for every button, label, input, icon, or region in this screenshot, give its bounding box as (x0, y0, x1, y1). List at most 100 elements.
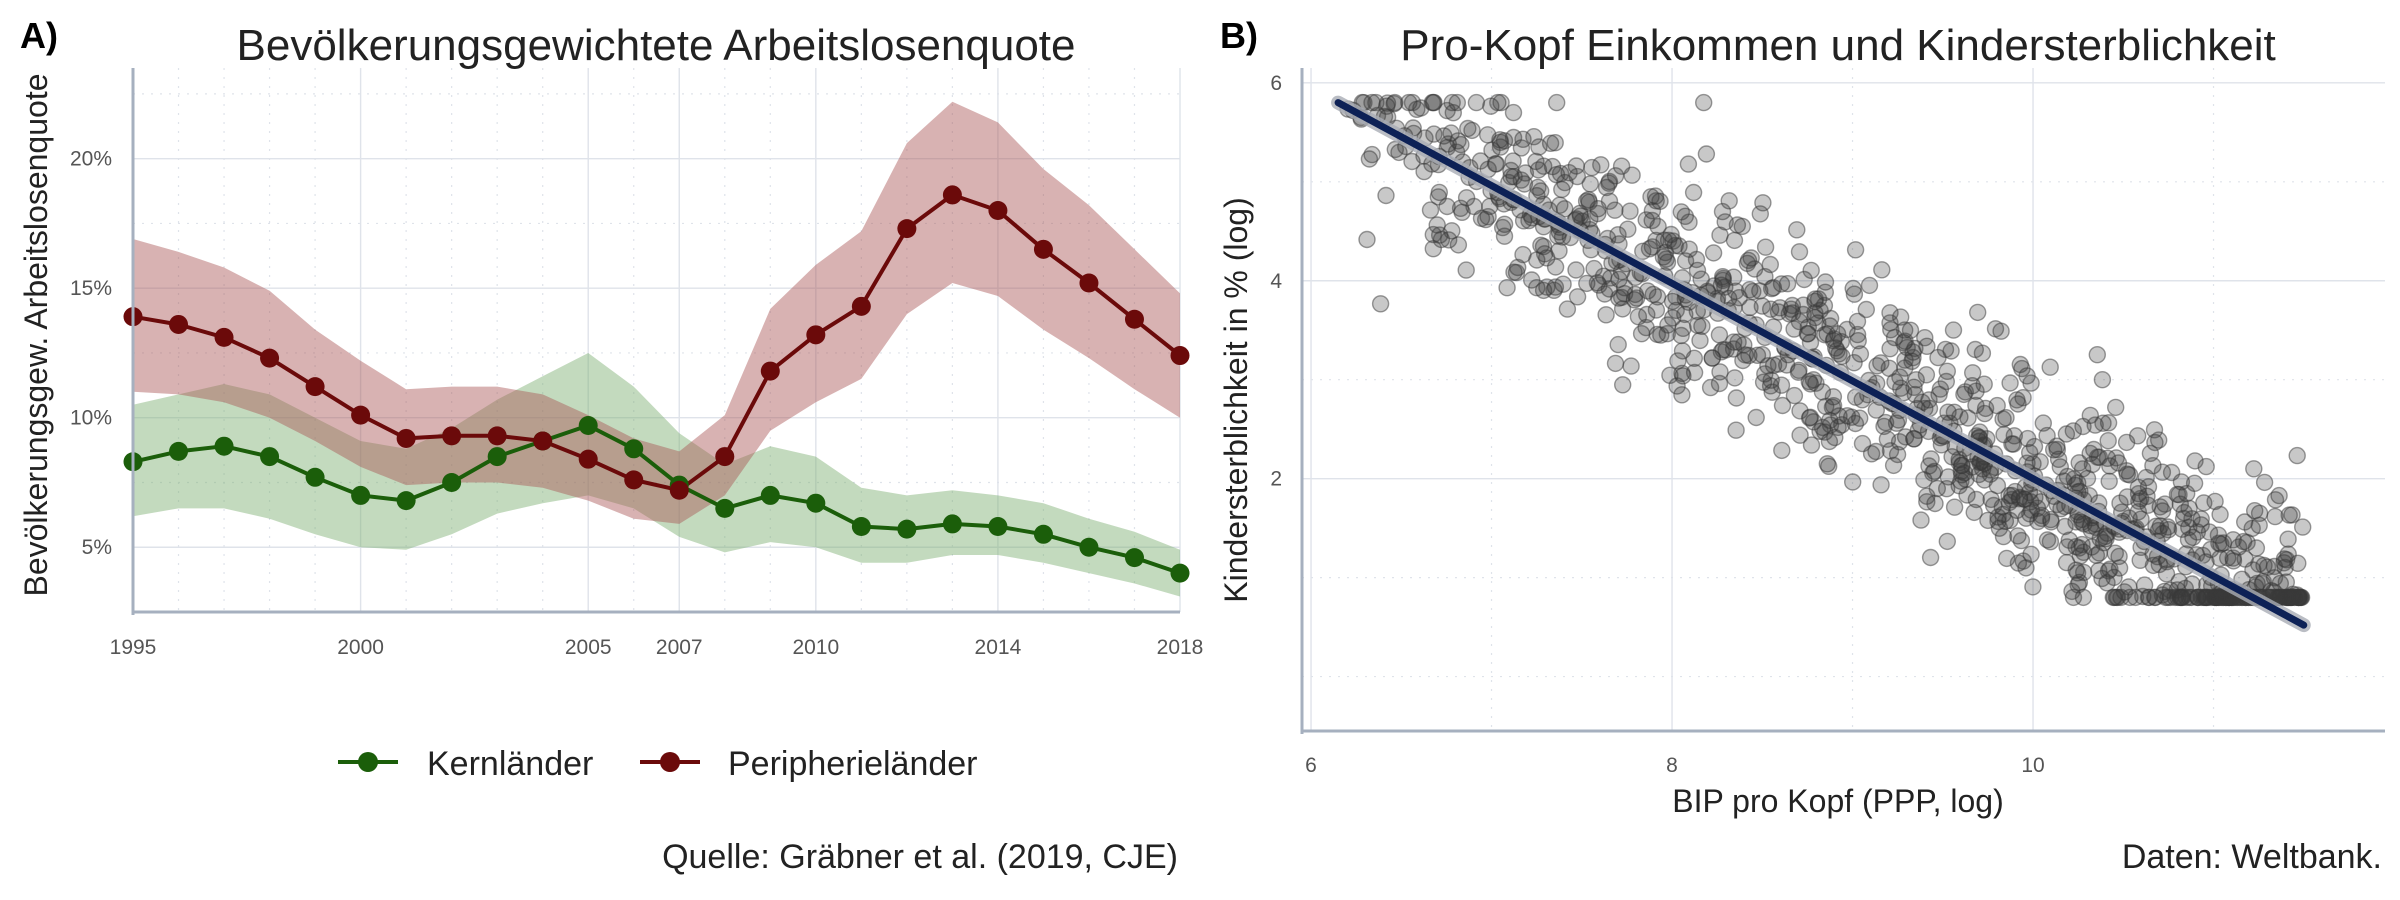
scatter-point (1816, 273, 1835, 291)
scatter-point (1968, 303, 1987, 322)
scatter-point (2245, 502, 2264, 520)
y-tick-label: 15% (70, 277, 112, 300)
periphery-data-point (533, 431, 553, 451)
scatter-point (1482, 97, 1500, 115)
scatter-point (1884, 456, 1903, 475)
core-data-point (305, 467, 325, 487)
scatter-point (2008, 391, 2026, 409)
scatter-point (1975, 375, 1993, 393)
scatter-point (2266, 507, 2284, 526)
scatter-point (2106, 398, 2125, 417)
scatter-point (1459, 119, 1477, 138)
scatter-point (2206, 492, 2224, 511)
scatter-point (1443, 93, 1461, 112)
core-data-point (897, 519, 917, 539)
legend-periphery-label: Peripherieländer (728, 745, 978, 783)
scatter-point (1819, 457, 1838, 475)
scatter-point (1525, 127, 1543, 146)
scatter-point (1898, 338, 1916, 357)
scatter-point (1764, 356, 1783, 374)
scatter-point (2243, 519, 2261, 538)
scatter-point (1984, 496, 2003, 515)
scatter-point (1585, 259, 1603, 278)
panel-a-legend: Kernländer Peripherieländer (338, 745, 978, 783)
scatter-point (1846, 241, 1865, 259)
scatter-point (2144, 457, 2162, 475)
periphery-data-point (1033, 239, 1053, 259)
scatter-point (1773, 441, 1791, 460)
scatter-point (1761, 255, 1780, 274)
scatter-point (1531, 182, 1550, 200)
periphery-data-point (1124, 309, 1144, 329)
scatter-point (2020, 444, 2039, 462)
periphery-data-point (760, 361, 780, 381)
scatter-point (1421, 201, 1440, 219)
scatter-point (2041, 358, 2059, 376)
scatter-point (1504, 103, 1523, 122)
scatter-point (1751, 282, 1769, 300)
scatter-point (1994, 527, 2013, 546)
scatter-point (1672, 326, 1690, 345)
scatter-point (1667, 301, 1685, 320)
scatter-point (1495, 132, 1514, 150)
scatter-point (1606, 354, 1625, 373)
periphery-data-point (169, 314, 189, 334)
scatter-point (2057, 553, 2076, 572)
core-data-point (988, 517, 1008, 537)
scatter-point (1371, 295, 1390, 313)
scatter-point (1795, 270, 1813, 289)
core-data-point (806, 493, 826, 513)
scatter-point (1880, 359, 1899, 377)
scatter-point (1684, 183, 1703, 202)
periphery-data-point (442, 426, 462, 446)
scatter-point (1647, 301, 1666, 319)
legend-item-periphery[interactable]: Peripherieländer (640, 745, 978, 783)
scatter-point (1457, 189, 1476, 207)
scatter-point (2093, 371, 2112, 389)
scatter-point (1400, 93, 1418, 112)
scatter-point (2145, 421, 2164, 439)
scatter-point (1638, 282, 1657, 300)
scatter-point (2151, 498, 2169, 516)
scatter-point (1921, 548, 1940, 567)
scatter-point (1550, 242, 1568, 260)
scatter-point (2064, 588, 2083, 607)
scatter-point (1673, 386, 1691, 404)
core-data-point (1124, 548, 1144, 568)
scatter-point (2279, 545, 2297, 563)
y-tick-label: 10% (70, 407, 112, 430)
scatter-point (2099, 562, 2118, 580)
scatter-point (1944, 321, 1963, 339)
scatter-point (1895, 321, 1914, 339)
periphery-data-point (806, 325, 826, 345)
core-data-point (1033, 524, 1053, 544)
scatter-point (1640, 240, 1659, 258)
scatter-point (1694, 93, 1713, 112)
scatter-point (1679, 155, 1698, 173)
scatter-point (1955, 464, 1974, 482)
scatter-point (1772, 275, 1791, 293)
scatter-point (1904, 348, 1922, 367)
scatter-point (1751, 205, 1770, 223)
panel-a-tag: A) (20, 15, 58, 56)
scatter-point (1801, 375, 1820, 393)
scatter-point (1448, 93, 1467, 112)
scatter-point (2140, 588, 2159, 607)
scatter-point (1615, 279, 1634, 297)
scatter-point (2170, 485, 2188, 504)
scatter-point (2074, 563, 2093, 582)
scatter-point (1931, 380, 1950, 398)
scatter-point (1452, 135, 1470, 154)
scatter-point (1938, 362, 1957, 380)
legend-item-core[interactable]: Kernländer (338, 745, 593, 783)
scatter-point (1449, 236, 1468, 254)
x-tick-label: 2014 (975, 636, 1022, 659)
periphery-data-point (351, 405, 371, 425)
scatter-point (1820, 432, 1839, 451)
scatter-point (1528, 279, 1546, 297)
scatter-point (1777, 356, 1796, 374)
scatter-point (1453, 203, 1471, 222)
panel-a-title: Bevölkerungsgewichtete Arbeitslosenquote (237, 21, 1076, 70)
scatter-point (1804, 413, 1823, 431)
scatter-point (1733, 217, 1752, 236)
